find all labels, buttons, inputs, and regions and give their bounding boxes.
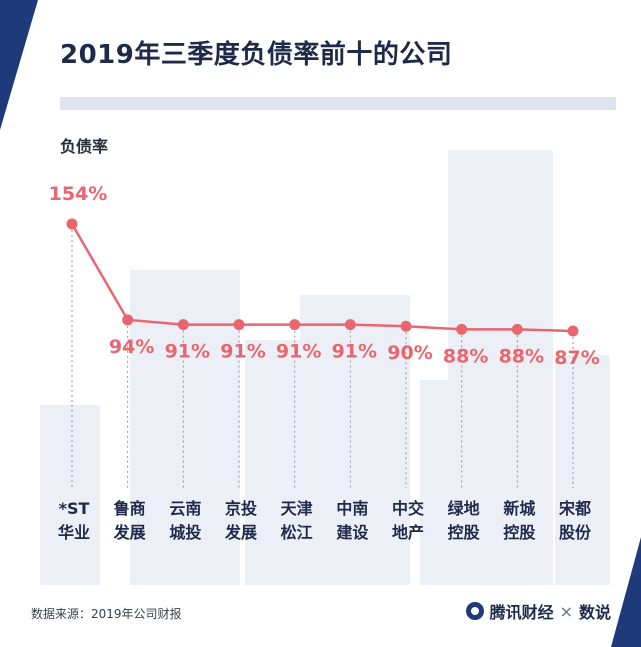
series-line (70, 223, 574, 333)
category-label: 发展 (224, 523, 258, 542)
background-building (448, 150, 553, 585)
category-label: 股份 (559, 523, 592, 542)
data-point (511, 323, 523, 335)
corner-triangle-bottom-right (611, 537, 641, 647)
data-label: 94% (109, 336, 154, 358)
category-label: 发展 (113, 523, 147, 542)
tencent-finance-logo-icon (465, 602, 484, 620)
background-buildings (40, 150, 610, 585)
data-label: 154% (49, 183, 108, 205)
title-underline-bar (60, 97, 616, 110)
background-building (245, 340, 300, 585)
data-label: 88% (499, 345, 544, 367)
background-building (40, 405, 100, 585)
data-label: 87% (554, 347, 599, 369)
series-line-path (70, 223, 574, 333)
category-label: 新城 (503, 499, 535, 518)
brand-times-sign: × (559, 601, 573, 621)
category-label: 中南 (336, 499, 368, 518)
data-labels: 154% 94% 91% 91% 91% 91% 90% 88% 88% 87% (49, 183, 600, 369)
data-label: 88% (443, 345, 488, 367)
category-label: 华业 (58, 523, 90, 542)
category-label: 松江 (281, 523, 313, 542)
data-points (66, 218, 579, 337)
data-point (344, 319, 356, 331)
category-label: 京投 (225, 499, 257, 518)
source-note: 数据来源：2019年公司财报 (31, 607, 182, 621)
category-guides (71, 230, 574, 488)
data-label: 91% (276, 341, 321, 363)
corner-triangle-top-left (0, 0, 38, 130)
data-point (66, 218, 78, 230)
category-label: 控股 (503, 523, 536, 542)
category-label: 中交 (392, 499, 424, 518)
data-label: 91% (165, 341, 210, 363)
data-point (177, 319, 189, 331)
category-label: 云南 (169, 499, 201, 518)
data-point (456, 323, 468, 335)
data-label: 91% (220, 341, 265, 363)
data-label: 90% (387, 342, 432, 364)
data-point (122, 314, 134, 326)
category-label: 城投 (169, 523, 201, 542)
category-label: 绿地 (448, 499, 480, 518)
data-point (567, 325, 579, 337)
category-label: 鲁商 (113, 499, 146, 518)
page-title: 2019年三季度负债率前十的公司 (60, 40, 453, 70)
y-axis-label: 负债率 (60, 137, 109, 156)
background-building (555, 355, 610, 585)
category-label: 建设 (336, 523, 369, 542)
brand-right-text: 数说 (578, 603, 611, 622)
brand-left-text: 腾讯财经 (489, 603, 554, 622)
category-label: 地产 (392, 523, 424, 542)
category-label: 宋都 (558, 499, 591, 518)
category-label: 天津 (281, 499, 313, 518)
brand-logo: 腾讯财经 × 数说 (465, 599, 611, 623)
data-label: 91% (332, 341, 377, 363)
data-point (400, 320, 412, 332)
category-label: 控股 (448, 523, 481, 542)
data-point (289, 319, 301, 331)
data-point (233, 319, 245, 331)
category-label: *ST (59, 499, 90, 518)
background-building (300, 295, 410, 585)
